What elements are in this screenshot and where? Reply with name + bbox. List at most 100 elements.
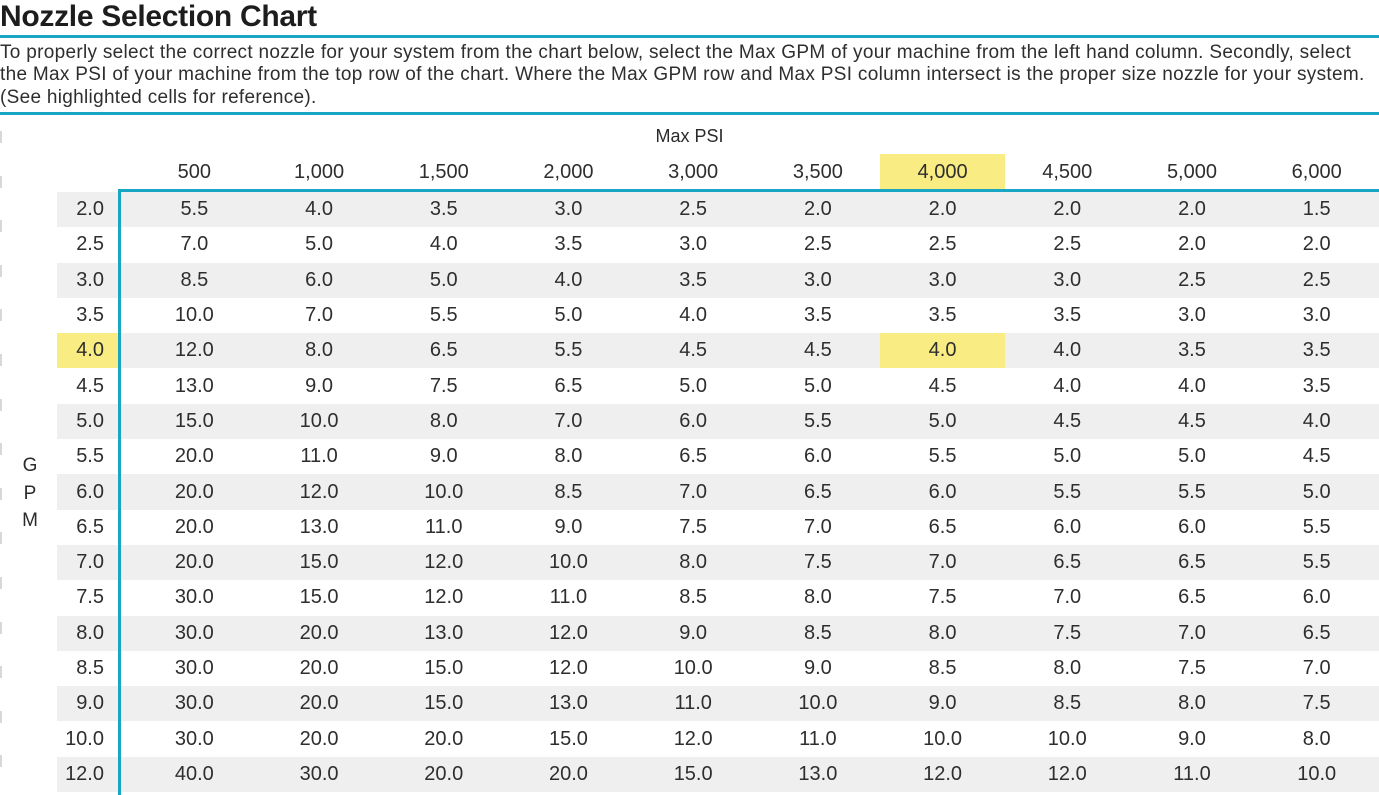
gpm-axis-letter: G [22,455,38,476]
row-data: 20.0 15.0 12.0 10.0 8.0 7.5 7.0 6.5 6.5 5.5 [118,544,1379,581]
nozzle-cell: 10.0 [923,727,963,750]
nozzle-cell: 7.5 [429,374,458,397]
nozzle-cell: 9.0 [554,515,583,538]
nozzle-cell: 3.0 [679,233,708,256]
nozzle-cell: 11.0 [799,727,837,750]
gpm-label-8.5: 8.5 [76,657,104,679]
psi-header-4500: 4,500 [1042,160,1093,183]
psi-axis-title: Max PSI [655,126,724,146]
table-row-gpm-9.0: 9.0 30.0 20.0 15.0 13.0 11.0 10.0 9.0 8.5 8.0 7.5 [0,686,1379,722]
row-spacer [0,263,57,298]
nozzle-cell: 4.0 [554,268,583,291]
psi-header-1000: 1,000 [294,160,345,183]
edge-mark [0,354,2,366]
row-data: 30.0 20.0 20.0 15.0 12.0 11.0 10.0 10.0 9.0 8.0 [118,721,1379,756]
nozzle-cell: 6.5 [679,445,708,468]
gpm-label-3.5: 3.5 [76,304,104,327]
nozzle-cell: 3.0 [554,198,583,221]
row-spacer [0,580,57,615]
nozzle-cell: 2.0 [1053,198,1082,221]
nozzle-cell: 11.0 [1173,762,1211,785]
nozzle-cell: 3.5 [928,304,957,327]
nozzle-cell: 7.0 [679,480,708,503]
nozzle-cell: 11.0 [425,515,463,538]
row-spacer [0,333,57,368]
nozzle-cell: 6.5 [1302,621,1331,644]
nozzle-cell: 6.5 [928,515,957,538]
nozzle-cell: 30.0 [299,762,339,785]
table-row-gpm-4.0: 4.0 12.0 8.0 6.5 5.5 4.5 4.5 4.0 4.0 3.5 3.5 [0,333,1379,369]
nozzle-cell: 15.0 [548,727,588,750]
nozzle-cell: 2.5 [1053,233,1082,256]
nozzle-cell: 20.0 [299,657,339,679]
nozzle-cell: 15.0 [299,551,339,574]
nozzle-cell: 11.0 [549,586,588,609]
gpm-axis-letter: M [22,510,38,531]
gpm-axis-letter: P [23,482,37,504]
nozzle-table-body: 2.0 5.5 4.0 3.5 3.0 2.5 2.0 2.0 2.0 2.0 1.5 2.5 7.0 5… [0,192,1379,793]
table-row-gpm-3.5: 3.5 10.0 7.0 5.5 5.0 4.0 3.5 3.5 3.5 3.0 3.0 [0,298,1379,333]
nozzle-cell: 7.0 [305,304,333,327]
nozzle-cell: 20.0 [174,551,214,574]
nozzle-cell: 4.0 [1053,374,1082,397]
nozzle-cell: 5.0 [554,304,583,327]
nozzle-cell: 12.0 [299,480,339,503]
nozzle-cell: 2.5 [928,233,957,256]
nozzle-cell: 10.0 [548,551,588,574]
gpm-label-2.5: 2.5 [76,233,104,256]
page-title: Nozzle Selection Chart [0,0,317,33]
nozzle-cell: 5.0 [1053,445,1082,468]
edge-mark [0,220,2,233]
nozzle-cell: 5.0 [803,374,832,397]
table-row-gpm-6.0: 6.0 20.0 12.0 10.0 8.5 7.0 6.5 6.0 5.5 5.5 5.0 [0,474,1379,510]
nozzle-cell: 2.0 [1302,233,1331,256]
row-data: 15.0 10.0 8.0 7.0 6.0 5.5 5.0 4.5 4.5 4.0 [118,403,1379,440]
nozzle-cell: 20.0 [174,480,214,503]
table-row-gpm-8.0: 8.0 30.0 20.0 13.0 12.0 9.0 8.5 8.0 7.5 7.0 6.5 [0,615,1379,651]
nozzle-cell: 8.0 [305,339,333,362]
nozzle-cell: 8.5 [180,268,209,291]
nozzle-cell: 10.0 [798,692,838,715]
nozzle-cell: 6.0 [679,409,708,432]
nozzle-cell: 15.0 [174,409,214,432]
nozzle-cell: 4.5 [928,374,957,397]
nozzle-cell: 6.5 [429,339,458,362]
nozzle-cell: 10.0 [174,304,214,327]
nozzle-cell: 3.0 [1302,304,1331,327]
gpm-label-6.0: 6.0 [57,474,118,510]
nozzle-cell: 12.0 [1047,762,1087,785]
nozzle-cell: 12.0 [673,727,713,750]
nozzle-cell: 20.0 [174,515,214,538]
row-spacer [0,545,57,580]
edge-mark [0,755,2,768]
nozzle-cell: 7.0 [803,515,832,538]
nozzle-cell: 13.0 [424,621,464,644]
nozzle-cell: 6.0 [305,268,333,291]
nozzle-cell: 15.0 [424,657,464,679]
nozzle-cell: 5.0 [429,268,458,291]
nozzle-cell: 5.5 [1053,480,1082,503]
nozzle-cell: 5.0 [928,409,957,432]
table-row-gpm-2.5: 2.5 7.0 5.0 4.0 3.5 3.0 2.5 2.5 2.5 2.0 2.0 [0,227,1379,262]
row-spacer [0,721,57,756]
nozzle-cell: 15.0 [424,692,464,715]
nozzle-cell: 5.5 [429,304,458,327]
table-top-border [118,189,1379,192]
nozzle-cell: 3.5 [803,304,832,327]
row-data: 30.0 20.0 13.0 12.0 9.0 8.5 8.0 7.5 7.0 6.5 [118,615,1379,651]
nozzle-cell: 8.5 [803,621,832,644]
nozzle-cell: 6.0 [803,445,832,468]
nozzle-cell: 40.0 [174,762,214,785]
nozzle-cell: 12.0 [923,762,963,785]
title-divider [0,35,1379,38]
nozzle-cell: 8.0 [429,409,458,432]
nozzle-cell: 30.0 [174,586,214,609]
table-row-gpm-3.0: 3.0 8.5 6.0 5.0 4.0 3.5 3.0 3.0 3.0 2.5 2.5 [0,262,1379,298]
row-spacer [0,404,57,439]
row-data: 20.0 12.0 10.0 8.5 7.0 6.5 6.0 5.5 5.5 5.0 [118,474,1379,510]
nozzle-cell: 12.0 [548,657,588,679]
nozzle-cell: 7.5 [928,586,957,609]
nozzle-cell: 9.0 [305,374,333,397]
psi-header-cells: 500 1,000 1,500 2,000 3,000 3,500 4,000 4,500 5,… [118,154,1379,190]
